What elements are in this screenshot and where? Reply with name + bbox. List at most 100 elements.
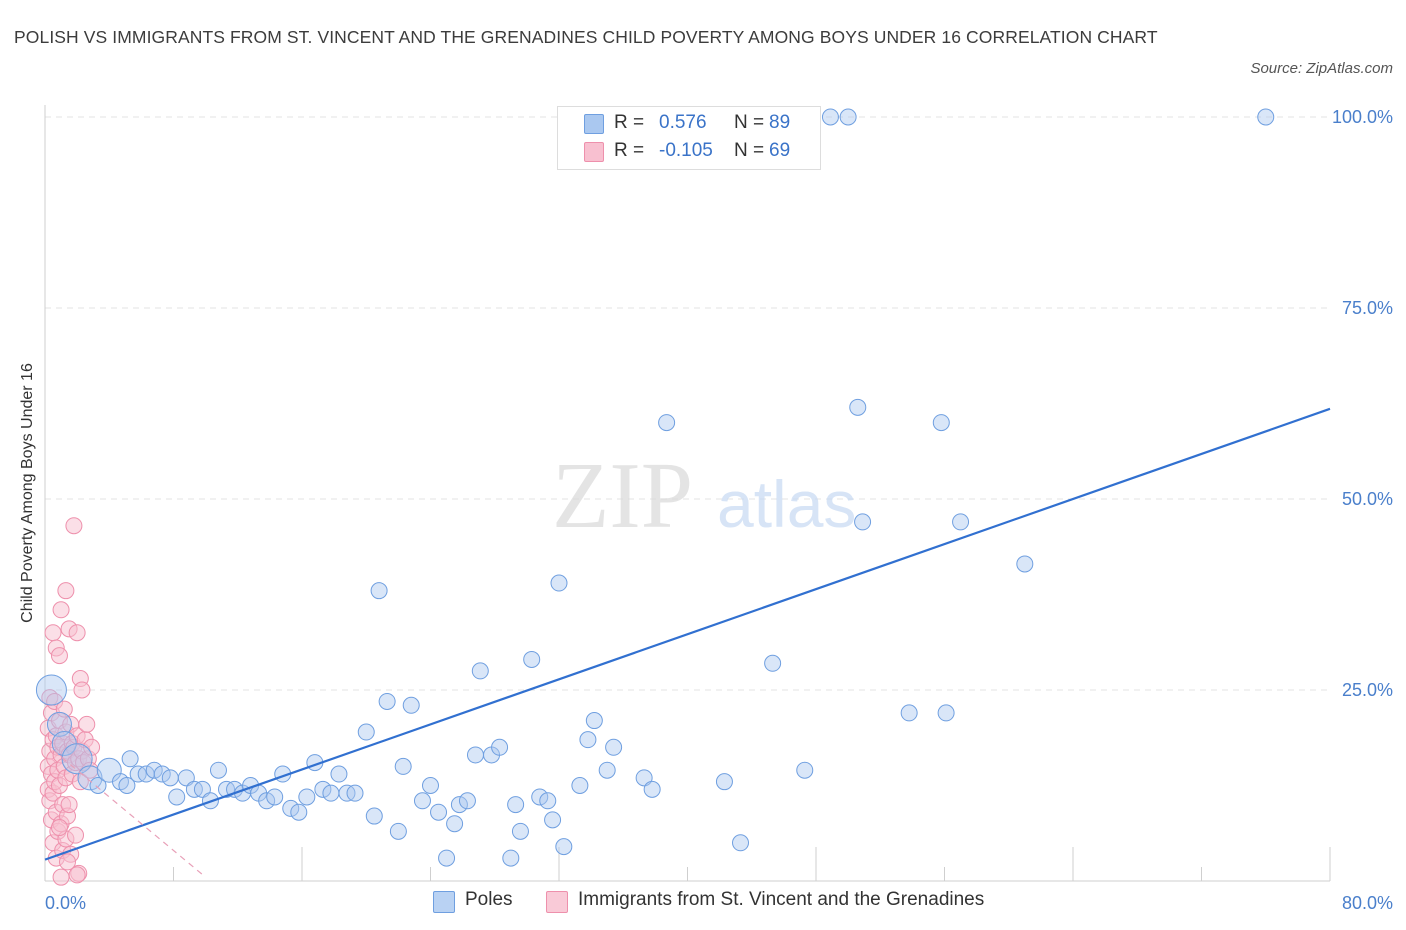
point-poles	[346, 784, 364, 802]
point-poles	[46, 711, 72, 737]
point-poles	[314, 780, 332, 798]
point-immigrants	[52, 601, 70, 619]
y-tick-label: 75.0%	[1342, 298, 1393, 318]
point-poles	[322, 784, 340, 802]
point-immigrants	[44, 624, 62, 642]
point-immigrants	[60, 796, 78, 814]
point-poles	[209, 761, 227, 779]
series-immigrants	[39, 517, 101, 886]
legend-n-value: 89	[769, 112, 791, 133]
watermark: ZIP atlas	[552, 444, 856, 548]
point-poles	[466, 746, 484, 764]
x-tick-label: 0.0%	[45, 893, 86, 913]
bottom-legend-label-immigrants: Immigrants from St. Vincent and the Gren…	[578, 889, 985, 910]
gridlines	[45, 116, 1330, 691]
legend-n-label: N =	[734, 112, 765, 133]
point-poles	[796, 761, 814, 779]
point-poles	[61, 743, 93, 775]
legend-n-label: N =	[734, 140, 765, 161]
correlation-legend: R = 0.576 N = 89 R = -0.105 N = 69	[557, 106, 821, 170]
legend-r-label: R =	[614, 112, 645, 133]
point-poles	[77, 765, 103, 791]
axes	[44, 105, 1331, 882]
point-poles	[658, 414, 676, 432]
point-immigrants	[65, 517, 83, 535]
point-immigrants	[78, 715, 96, 733]
point-poles	[258, 792, 276, 810]
point-poles	[502, 849, 520, 867]
point-poles	[732, 834, 750, 852]
point-poles	[571, 777, 589, 794]
point-poles	[153, 765, 171, 783]
point-poles	[550, 574, 568, 592]
point-poles	[854, 513, 872, 531]
point-poles	[402, 696, 420, 714]
point-poles	[357, 723, 375, 741]
point-poles	[394, 757, 412, 775]
point-poles	[298, 788, 316, 806]
y-tick-label: 100.0%	[1332, 107, 1393, 127]
point-poles	[89, 777, 107, 794]
point-poles	[1257, 108, 1275, 126]
point-immigrants	[57, 582, 75, 600]
watermark-atlas: atlas	[717, 467, 856, 541]
point-poles	[145, 761, 163, 779]
point-poles	[579, 731, 597, 749]
trend-line-immigrants	[44, 743, 207, 878]
trend-line-poles	[44, 407, 1331, 861]
chart-title: POLISH VS IMMIGRANTS FROM ST. VINCENT AN…	[14, 27, 1158, 47]
source-label: Source: ZipAtlas.com	[1250, 60, 1393, 77]
legend-r-label: R =	[614, 140, 645, 161]
point-immigrants	[68, 624, 86, 642]
point-poles	[598, 761, 616, 779]
point-immigrants	[73, 681, 91, 699]
point-poles	[643, 780, 661, 798]
watermark-zip: ZIP	[552, 444, 693, 548]
point-poles	[282, 799, 300, 817]
point-immigrants	[55, 700, 73, 718]
point-poles	[365, 807, 383, 825]
point-poles	[458, 792, 476, 810]
point-poles	[585, 712, 603, 730]
point-poles	[450, 796, 468, 814]
point-poles	[389, 822, 407, 840]
point-poles	[35, 674, 67, 706]
point-poles	[168, 788, 186, 806]
point-poles	[764, 654, 782, 672]
point-poles	[900, 704, 918, 722]
point-immigrants	[58, 853, 76, 871]
point-poles	[523, 650, 541, 668]
point-poles	[839, 108, 857, 126]
point-poles	[330, 765, 348, 783]
bottom-legend-label-poles: Poles	[465, 889, 513, 910]
point-poles	[937, 704, 955, 722]
bottom-legend-swatch-poles	[433, 891, 455, 913]
point-poles	[491, 738, 509, 756]
point-poles	[266, 788, 284, 806]
point-immigrants	[50, 819, 68, 837]
series-poles	[35, 108, 1275, 867]
point-poles	[1016, 555, 1034, 573]
point-poles	[422, 777, 439, 794]
point-poles	[544, 811, 562, 829]
legend-r-value: 0.576	[659, 112, 707, 133]
legend-n-value: 69	[769, 140, 791, 161]
point-poles	[118, 777, 136, 794]
point-poles	[715, 773, 733, 791]
tick-labels: 25.0% 50.0% 75.0% 100.0% 0.0% 80.0%	[45, 107, 1393, 913]
point-poles	[932, 414, 950, 432]
point-poles	[471, 662, 489, 680]
point-poles	[511, 822, 529, 840]
point-poles	[952, 513, 970, 531]
point-poles	[413, 792, 431, 810]
y-tick-label: 50.0%	[1342, 489, 1393, 509]
point-poles	[290, 803, 308, 821]
y-tick-label: 25.0%	[1342, 680, 1393, 700]
point-poles	[378, 692, 396, 710]
point-poles	[605, 738, 623, 756]
x-tick-label: 80.0%	[1342, 893, 1393, 913]
point-poles	[539, 792, 557, 810]
point-poles	[438, 849, 456, 867]
point-immigrants	[50, 647, 68, 665]
